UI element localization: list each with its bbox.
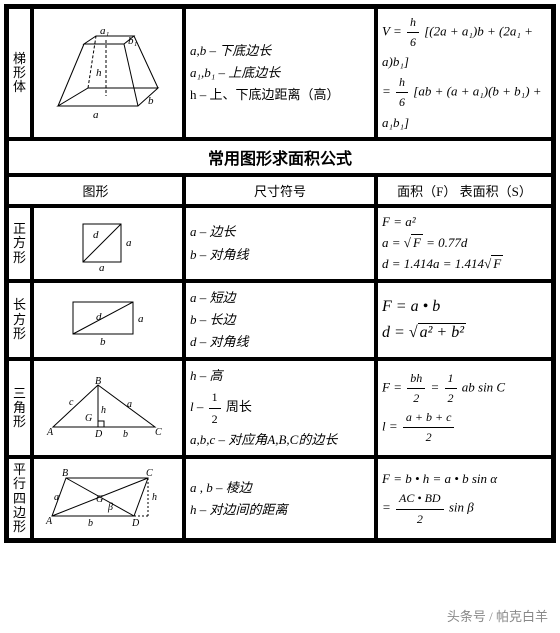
- square-formula: F = a² a = √F = 0.77d d = 1.414a = 1.414…: [377, 207, 552, 279]
- row-triangle: 三角形 A B C D G a c h b h – 高 l – 12 周长 a,…: [8, 360, 552, 456]
- svg-text:b: b: [88, 518, 93, 529]
- svg-text:a: a: [54, 492, 59, 503]
- svg-text:C: C: [146, 468, 153, 479]
- svg-text:h: h: [152, 492, 157, 503]
- row-frustum: 梯形体 a b a₁ b₁ h a,b – 下底边长 a₁,b₁ – 上底边长 …: [8, 8, 552, 138]
- row-name: 正方形: [8, 207, 31, 279]
- parallelogram-symbols: a , b – 棱边 h – 对边间的距离: [185, 458, 375, 539]
- formula-table: 梯形体 a b a₁ b₁ h a,b – 下底边长 a₁,b₁ – 上底边长 …: [4, 4, 556, 543]
- svg-text:b: b: [123, 429, 128, 439]
- row-square: 正方形 d a a a – 边长 b – 对角线 F = a² a = √F =…: [8, 207, 552, 279]
- svg-text:D: D: [131, 518, 140, 529]
- square-symbols: a – 边长 b – 对角线: [185, 207, 375, 279]
- rectangle-formula: F = a • b d = √a² + b²: [377, 282, 552, 358]
- square-figure: d a a: [33, 207, 183, 279]
- header-row: 图形 尺寸符号 面积（F） 表面积（S）: [8, 176, 552, 205]
- svg-text:b: b: [100, 336, 106, 347]
- frustum-symbols: a,b – 下底边长 a₁,b₁ – 上底边长 h – 上、下底边距离（高）: [185, 8, 375, 138]
- frustum-formula: V = h6 [(2a + a₁)b + (2a₁ + a)b₁] = h6 […: [377, 8, 552, 138]
- svg-text:β: β: [107, 502, 113, 513]
- rectangle-figure: d a b: [33, 282, 183, 358]
- watermark-text: 头条号 / 帕克白羊: [447, 606, 548, 625]
- svg-text:B: B: [62, 468, 68, 479]
- row-name: 三角形: [8, 360, 31, 456]
- svg-text:d: d: [96, 311, 102, 323]
- row-parallelogram: 平行四边形 A B C D G β a b h a , b – 棱边 h – 对…: [8, 458, 552, 539]
- row-name: 平行四边形: [8, 458, 31, 539]
- svg-text:h: h: [96, 67, 102, 79]
- svg-text:a: a: [127, 399, 132, 410]
- triangle-formula: F = bh2 = 12 ab sin C l = a + b + c2: [377, 360, 552, 456]
- triangle-symbols: h – 高 l – 12 周长 a,b,c – 对应角A,B,C的边长: [185, 360, 375, 456]
- svg-text:G: G: [96, 494, 103, 505]
- svg-text:h: h: [101, 405, 106, 416]
- triangle-figure: A B C D G a c h b: [33, 360, 183, 456]
- frustum-figure: a b a₁ b₁ h: [33, 8, 183, 138]
- svg-text:d: d: [93, 229, 99, 241]
- header-formula: 面积（F） 表面积（S）: [377, 176, 552, 205]
- svg-text:B: B: [95, 377, 101, 387]
- row-rectangle: 长方形 d a b a – 短边 b – 长边 d – 对角线 F = a • …: [8, 282, 552, 358]
- header-shape: 图形: [8, 176, 183, 205]
- svg-text:G: G: [85, 413, 92, 424]
- section-title: 常用图形求面积公式: [8, 140, 552, 174]
- row-name: 长方形: [8, 282, 31, 358]
- svg-text:A: A: [46, 427, 54, 438]
- parallelogram-formula: F = b • h = a • b sin α = AC • BD2 sin β: [377, 458, 552, 539]
- svg-text:a: a: [99, 262, 105, 271]
- svg-text:C: C: [155, 427, 162, 438]
- svg-text:a: a: [138, 313, 144, 325]
- svg-text:c: c: [69, 397, 74, 408]
- svg-text:a: a: [126, 237, 132, 249]
- svg-text:b₁: b₁: [128, 35, 138, 47]
- svg-text:a: a: [93, 109, 99, 121]
- parallelogram-figure: A B C D G β a b h: [33, 458, 183, 539]
- section-title-row: 常用图形求面积公式: [8, 140, 552, 174]
- rectangle-symbols: a – 短边 b – 长边 d – 对角线: [185, 282, 375, 358]
- row-name: 梯形体: [8, 8, 31, 138]
- header-symbol: 尺寸符号: [185, 176, 375, 205]
- svg-text:a₁: a₁: [100, 26, 110, 37]
- svg-text:D: D: [94, 429, 103, 439]
- svg-text:b: b: [148, 95, 154, 107]
- svg-text:A: A: [45, 516, 53, 527]
